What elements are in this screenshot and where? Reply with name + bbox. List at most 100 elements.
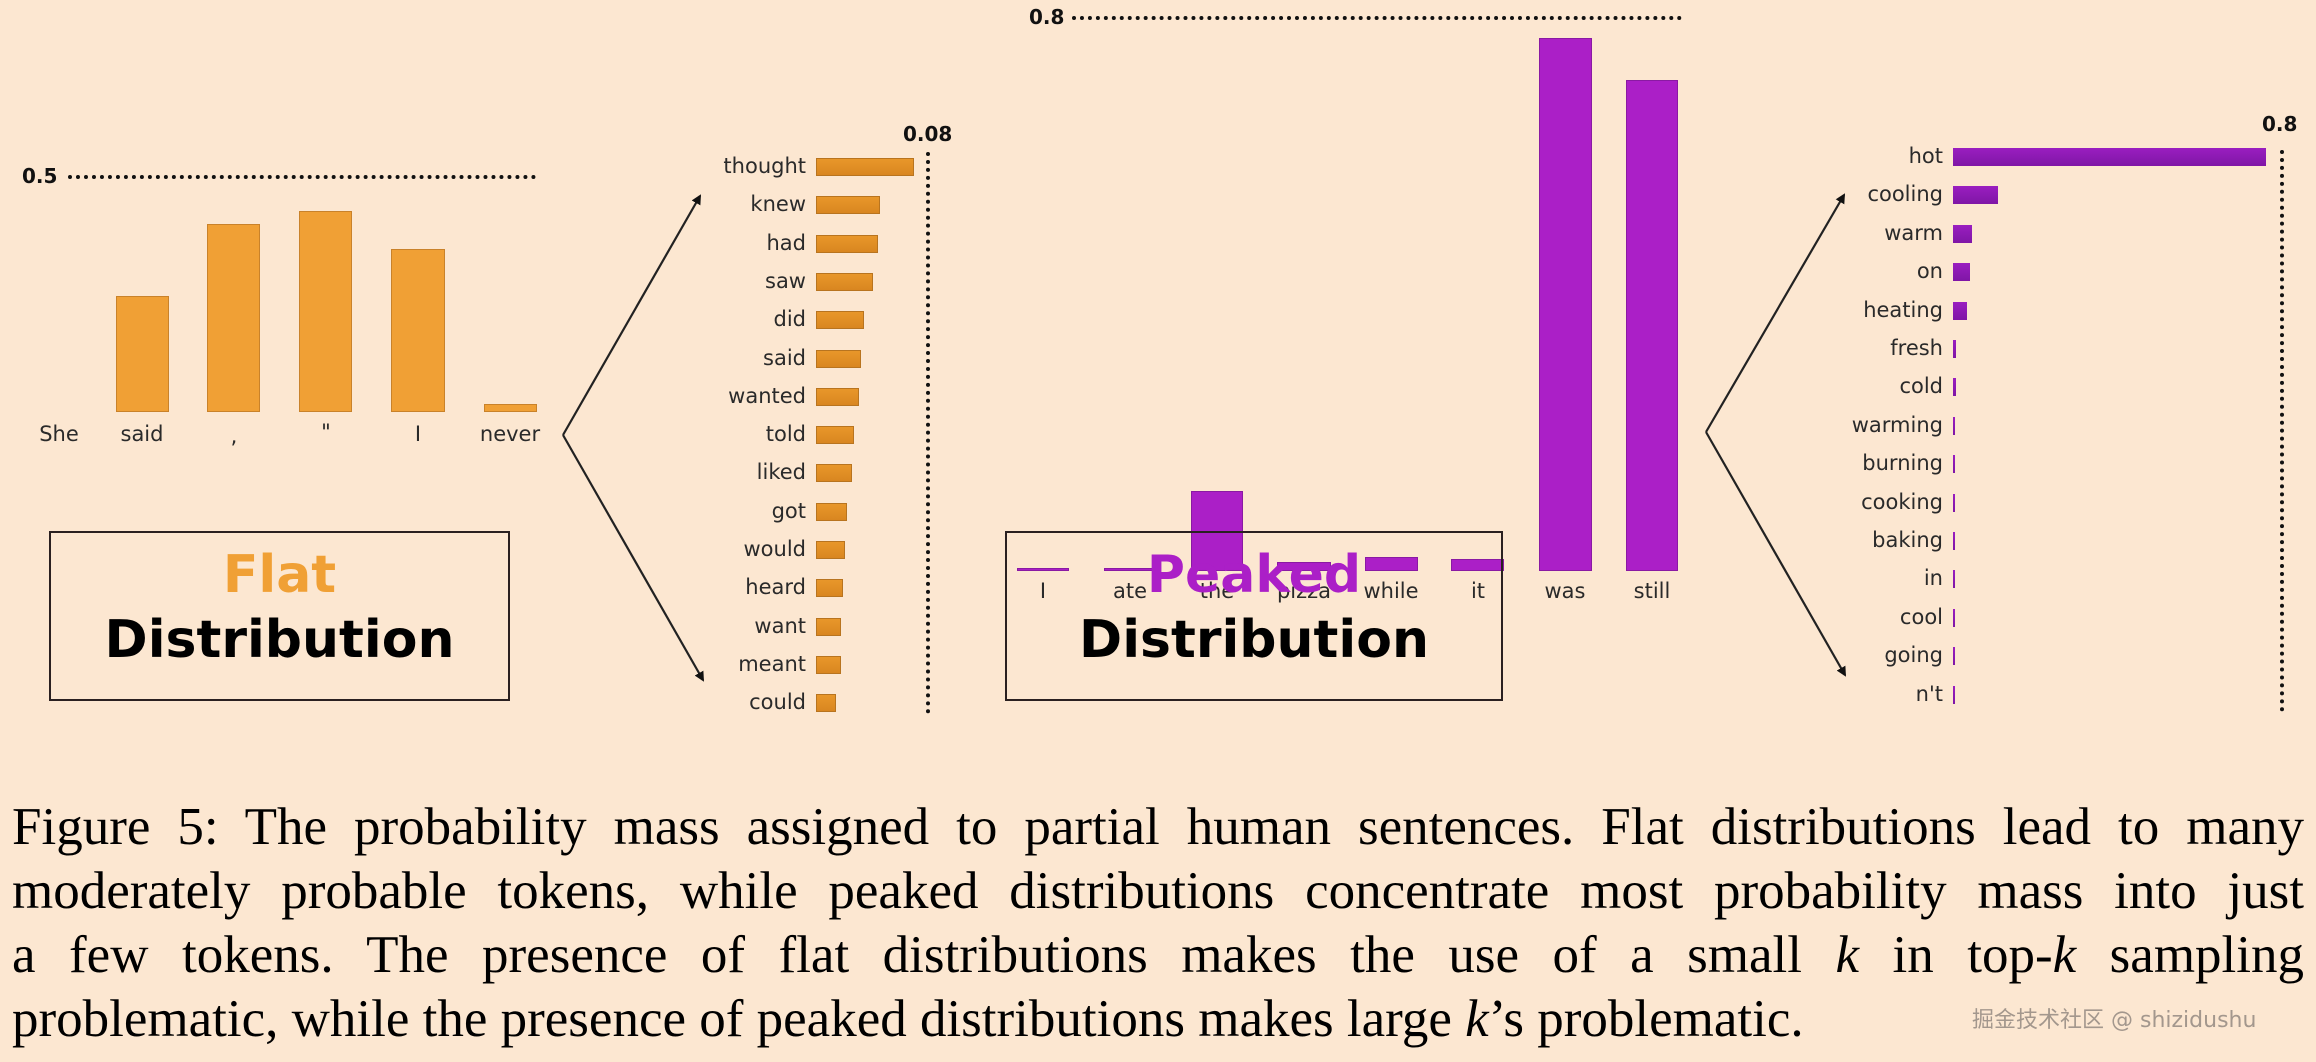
flat-next-token-bar (816, 158, 914, 176)
ylabel: baking (1872, 528, 1943, 552)
ylabel: going (1884, 643, 1943, 668)
flat-next-token-bar (816, 464, 852, 483)
caption-text: ’s problematic. (1488, 990, 1804, 1048)
xlabel: never (479, 422, 541, 446)
ylabel: warm (1884, 220, 1943, 245)
bar-still (1626, 80, 1678, 571)
caption-line: problematic, while the presence of peake… (12, 987, 2304, 1051)
ylabel: got (771, 498, 806, 523)
peak-next-token-bar (1953, 301, 1967, 320)
flat-next-token-bar (816, 502, 847, 521)
flat-next-token-bar (816, 387, 859, 406)
xlabel: I (1039, 579, 1047, 603)
ylabel: warming (1851, 412, 1943, 437)
caption-line: a few tokens. The presence of flat distr… (12, 923, 2304, 987)
bar-never (484, 404, 537, 412)
flat-next-token-bar (816, 234, 878, 253)
ylabel: fresh (1890, 336, 1943, 360)
xlabel: ate (1112, 579, 1148, 603)
xlabel: while (1363, 579, 1419, 603)
ylabel: had (766, 230, 806, 255)
bar-quote (299, 211, 352, 412)
xlabel: I (414, 422, 422, 446)
watermark: 掘金技术社区 @ shizidushu (1972, 1008, 2257, 1033)
peak-next-token-bar (1953, 263, 1970, 282)
flat-zoom-ref-label: 0.08 (903, 122, 953, 146)
caption-line: moderately probable tokens, while peaked… (12, 862, 2304, 920)
flat-next-token-bar (816, 694, 836, 713)
xlabel: was (1544, 579, 1586, 603)
xlabel: the (1199, 579, 1235, 603)
peak-next-token-bar (1953, 224, 1972, 243)
peak-title-rest: Distribution (1079, 610, 1429, 670)
peak-next-token-bar (1953, 647, 1955, 666)
xlabel: " (321, 420, 331, 444)
flat-distribution-title-box: Flat Distribution (49, 531, 510, 701)
flat-zoom-ref-line (926, 152, 930, 714)
caption-math-k: k (2052, 926, 2077, 984)
peak-next-token-bar (1953, 148, 2266, 166)
caption-text: a few tokens. The presence of flat distr… (12, 926, 1836, 984)
peak-title-word: Peaked (1146, 545, 1362, 605)
flat-next-token-bar (816, 349, 861, 368)
ylabel: told (765, 422, 806, 447)
ylabel: thought (723, 154, 806, 178)
bar-said (116, 296, 169, 412)
flat-ref-line (68, 175, 536, 179)
peak-zoom-ref-line (2280, 150, 2284, 712)
flat-next-token-bar (816, 579, 843, 598)
ylabel: in (1923, 566, 1943, 591)
ylabel: cold (1899, 374, 1943, 399)
xlabel: She (39, 422, 79, 446)
ylabel: cooling (1867, 182, 1943, 207)
ylabel: cooking (1861, 489, 1943, 514)
xlabel: pizza (1276, 579, 1332, 603)
ylabel: wanted (728, 383, 806, 408)
xlabel: it (1470, 579, 1486, 603)
xlabel: still (1633, 579, 1671, 603)
flat-next-token-bar (816, 272, 873, 291)
peak-next-token-bar (1953, 186, 1998, 205)
ylabel: heating (1863, 297, 1943, 322)
ylabel: cool (1899, 604, 1943, 629)
caption-line: Figure 5: The probability mass assigned … (12, 798, 2304, 856)
peaked-distribution-title-box: Peaked Distribution (1005, 531, 1503, 701)
peak-ref-line (1072, 16, 1682, 20)
bar-comma (207, 224, 260, 412)
caption-math-k: k (1465, 990, 1489, 1048)
ylabel: burning (1862, 451, 1943, 476)
bar-was (1539, 38, 1592, 571)
peak-next-token-bar (1953, 685, 1955, 704)
caption-text: in top- (1859, 926, 2053, 984)
peak-next-token-bar (1953, 608, 1955, 627)
bar-it (1451, 559, 1504, 571)
xlabel: , (230, 424, 238, 448)
ylabel: hot (1908, 144, 1943, 168)
ylabel: knew (750, 192, 806, 217)
bar-while (1365, 557, 1418, 571)
figure-caption: Figure 5: The probability mass assigned … (12, 795, 2304, 1051)
peak-next-token-bar (1953, 340, 1956, 358)
bar-I (391, 249, 445, 412)
peak-next-token-bar (1953, 493, 1955, 512)
ylabel: saw (765, 268, 806, 293)
flat-title-rest: Distribution (104, 610, 455, 670)
ylabel: heard (745, 575, 806, 600)
peak-next-token-bar (1953, 570, 1955, 589)
ylabel: would (743, 537, 807, 561)
ylabel: liked (756, 460, 806, 485)
flat-next-token-bar (816, 617, 841, 636)
bar-pizza (1277, 562, 1331, 571)
peak-next-token-bar (1953, 455, 1955, 474)
ylabel: meant (738, 651, 806, 676)
peak-next-token-bar (1953, 416, 1955, 435)
caption-text: sampling (2076, 926, 2304, 984)
ylabel: want (754, 613, 806, 638)
flat-next-token-bar (816, 541, 845, 559)
caption-text: problematic, while the presence of peake… (12, 990, 1466, 1048)
peak-ref-label: 0.8 (1029, 5, 1065, 29)
ylabel: could (749, 690, 806, 715)
flat-next-token-bar (816, 196, 880, 215)
bar-I (1017, 568, 1069, 571)
caption-math-k: k (1835, 926, 1860, 984)
